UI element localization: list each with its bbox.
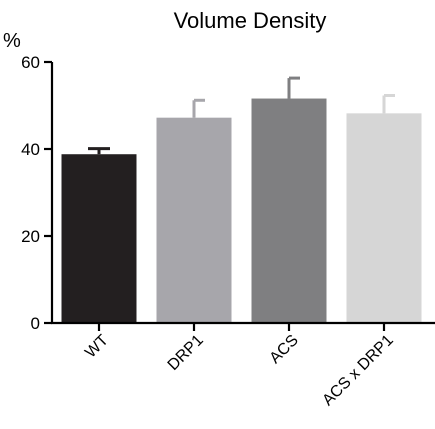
error-bar-drp1 — [192, 98, 205, 118]
error-bar-acs — [287, 76, 300, 99]
y-tick-label-60: 60 — [21, 53, 40, 72]
y-axis-unit-label: % — [3, 30, 21, 52]
bar-wt — [61, 154, 137, 323]
bar-acs — [251, 98, 327, 323]
x-axis-ticks: WT DRP1 ACS ACS x DRP1 — [82, 323, 397, 409]
error-bar-wt — [88, 147, 110, 155]
y-tick-label-40: 40 — [21, 140, 40, 159]
y-tick-label-20: 20 — [21, 227, 40, 246]
chart-title: Volume Density — [174, 8, 327, 33]
bars-group — [61, 98, 422, 324]
bar-acs-x-drp1 — [346, 113, 422, 323]
x-tick-label-acs-x-drp1: ACS x DRP1 — [319, 332, 396, 409]
y-axis-ticks: 0 20 40 60 — [21, 53, 52, 333]
x-tick-label-drp1: DRP1 — [165, 332, 207, 374]
x-tick-label-wt: WT — [82, 332, 112, 362]
error-bar-acs-x-drp1 — [382, 93, 395, 114]
y-tick-label-0: 0 — [31, 314, 40, 333]
error-bars-group — [88, 76, 395, 155]
bar-drp1 — [156, 117, 232, 324]
x-tick-label-acs: ACS — [267, 332, 302, 367]
